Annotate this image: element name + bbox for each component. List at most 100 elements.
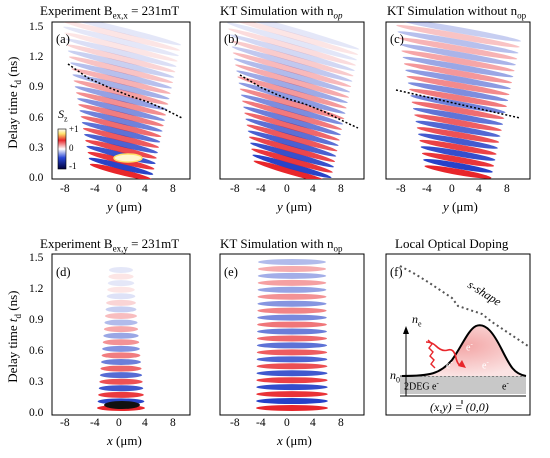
stripesC-stripe-7 xyxy=(415,120,501,137)
ytick-bottom-2: 0.6 xyxy=(29,345,44,357)
ytick-bottom-5: 1.5 xyxy=(29,252,44,264)
panel-label-b: (b) xyxy=(224,32,239,46)
stripesB-stripe-16 xyxy=(235,64,349,98)
stripesA-stripe-16 xyxy=(71,68,171,94)
stripesD-stripe-6 xyxy=(100,365,142,372)
dark-base xyxy=(104,401,140,409)
stripesA-stripe-18 xyxy=(68,56,174,84)
stripesA-stripe-6 xyxy=(82,127,160,148)
xtick-top-p2-4: 8 xyxy=(504,183,510,195)
stripesE-stripe-21 xyxy=(258,259,326,265)
panel-label-c: (c) xyxy=(390,32,404,46)
electron-label-2: e- xyxy=(446,358,453,372)
stripesB-stripe-22 xyxy=(228,28,356,66)
stripesA-stripe-22 xyxy=(64,32,178,62)
stripesC-stripe-6 xyxy=(416,127,500,143)
xlabel-a: y (μm) xyxy=(107,199,142,214)
stripesC-stripe-12 xyxy=(409,88,507,108)
stripesE-stripe-9 xyxy=(256,342,328,349)
stripesA-stripe-9 xyxy=(79,110,163,132)
stripesD-stripe-5 xyxy=(99,372,143,379)
xtick-bottom-p1-1: -4 xyxy=(256,417,266,429)
stripesC-stripe-2 xyxy=(421,152,495,167)
xtick-top-p0-3: 4 xyxy=(142,183,148,195)
laser-arrow-path xyxy=(425,341,463,367)
stripesD-stripe-20 xyxy=(108,273,134,280)
stripesD-stripe-17 xyxy=(106,293,136,300)
xlabel-e: x (μm) xyxy=(277,433,312,448)
stripesE-stripe-5 xyxy=(256,370,328,377)
ytick-top-1: 0.3 xyxy=(29,142,44,154)
xtick-bottom-p1-2: 0 xyxy=(284,417,290,429)
ytick-bottom-3: 0.9 xyxy=(29,314,44,326)
xtick-bottom-p1-3: 4 xyxy=(310,417,316,429)
panel-label-e: (e) xyxy=(224,265,238,279)
stripesA-stripe-1 xyxy=(88,157,154,175)
xtick-top-p2-0: -8 xyxy=(396,183,406,195)
panel-label-d: (d) xyxy=(56,265,71,279)
ytick-top-3: 0.9 xyxy=(29,81,44,93)
stripesC-stripe-8 xyxy=(414,114,502,131)
stripesA-stripe-15 xyxy=(72,74,170,100)
xtick-top-p1-1: -4 xyxy=(256,183,266,195)
stripesD-stripe-18 xyxy=(107,286,135,293)
electron-label-bottom: e- xyxy=(502,379,509,393)
stripesA-stripe-25 xyxy=(60,22,182,46)
stripesB-stripe-21 xyxy=(229,34,355,71)
stripesB-stripe-7 xyxy=(245,118,339,146)
stripesB-stripe-2 xyxy=(251,148,333,173)
stripesB-stripe-12 xyxy=(239,88,345,120)
stripesA-stripe-10 xyxy=(78,104,164,127)
ytick-top-4: 1.2 xyxy=(29,51,44,63)
xtick-top-p0-0: -8 xyxy=(60,183,70,195)
electron-label-3: e- xyxy=(482,358,489,372)
stripesE-stripe-18 xyxy=(257,279,327,286)
stripesE-stripe-19 xyxy=(257,272,327,279)
stripesB-stripe-13 xyxy=(238,82,346,114)
ne-label: ne xyxy=(412,312,422,329)
stripesA-stripe-12 xyxy=(75,92,167,116)
stripesB-stripe-18 xyxy=(232,52,352,87)
stripesD-stripe-13 xyxy=(104,319,138,326)
xlabel-c: y (μm) xyxy=(443,199,478,214)
schematic-f xyxy=(399,265,529,404)
panel-label-f: (f) xyxy=(390,265,403,279)
stripesE-stripe-15 xyxy=(257,300,327,307)
stripesA-stripe-13 xyxy=(74,86,168,111)
stripesB-stripe-3 xyxy=(250,142,334,168)
stripesC-stripe-15 xyxy=(405,69,511,90)
stripesE-stripe-7 xyxy=(256,356,328,363)
stripesC-stripe-16 xyxy=(403,63,513,84)
stripesA-stripe-0 xyxy=(89,163,153,179)
title-kt-sim-with-nop-bottom: KT Simulation with nop xyxy=(220,236,343,254)
xtick-top-p2-3: 4 xyxy=(476,183,482,195)
stripesC-stripe-18 xyxy=(401,50,515,72)
stripesD-stripe-8 xyxy=(101,352,141,359)
stripesC-stripe-11 xyxy=(410,95,506,113)
electron-label-1: e- xyxy=(466,340,473,354)
colorbar-tick-plus1: +1 xyxy=(69,124,79,134)
panel-e-stripes xyxy=(256,259,328,411)
stripesD-stripe-12 xyxy=(103,326,139,333)
density-curve xyxy=(401,324,527,377)
panel-a-dashed-line xyxy=(67,63,183,119)
colorbar-label: Sz xyxy=(58,107,68,124)
laser-wave xyxy=(427,339,436,369)
panel-c-dashed-line xyxy=(395,89,521,119)
title-experiment-bexy: Experiment Bex,y = 231mT xyxy=(40,236,180,254)
stripesB-stripe-15 xyxy=(236,70,348,104)
ne-axis-arrow xyxy=(403,326,409,334)
stripesC-stripe-1 xyxy=(423,159,493,173)
stripesC-stripe-3 xyxy=(420,146,496,161)
stripesD-stripe-21 xyxy=(109,267,133,273)
ytick-top-0: 0.0 xyxy=(29,172,44,184)
panel-b-stripes xyxy=(224,22,360,179)
xtick-bottom-p0-2: 0 xyxy=(116,417,122,429)
stripesD-stripe-7 xyxy=(101,359,141,365)
stripesE-stripe-10 xyxy=(256,335,328,342)
stripesA-stripe-24 xyxy=(62,22,180,51)
stripesA-stripe-5 xyxy=(84,133,158,154)
panel-c-stripes xyxy=(394,22,522,179)
xtick-bottom-p0-4: 8 xyxy=(170,417,176,429)
xtick-bottom-p0-3: 4 xyxy=(142,417,148,429)
